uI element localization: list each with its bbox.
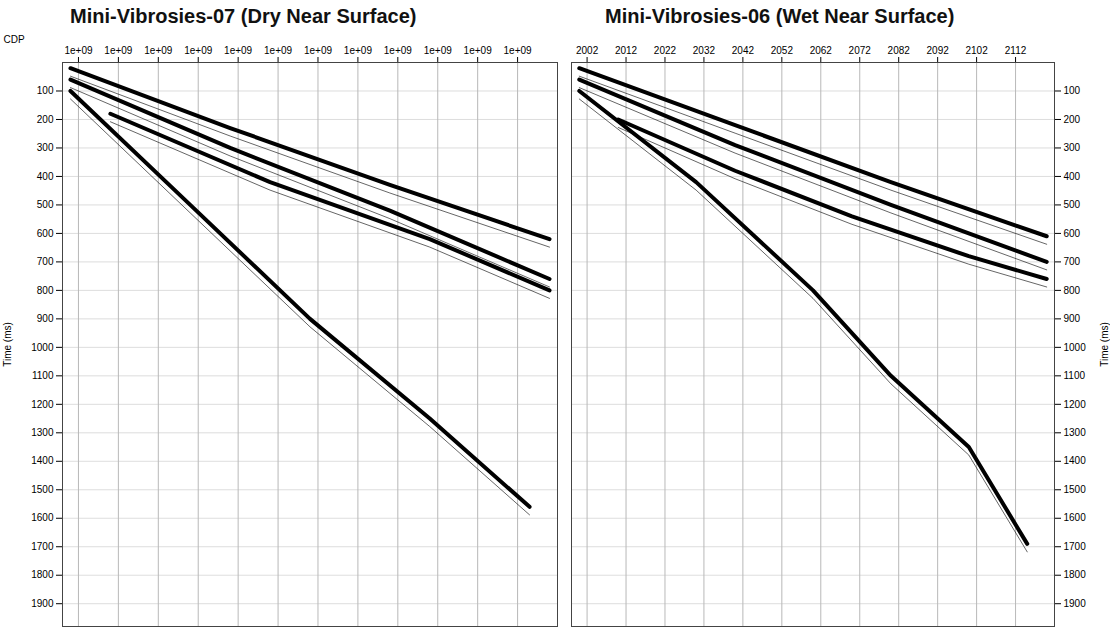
svg-text:1e+09: 1e+09 xyxy=(424,45,453,56)
svg-text:1200: 1200 xyxy=(1064,399,1087,410)
html-text:Mini-Vibrosies-07 (Dry Near Su: Mini-Vibrosies-07 (Dry Near Surface) xyxy=(70,5,417,27)
svg-text:2072: 2072 xyxy=(849,45,872,56)
svg-text:2112: 2112 xyxy=(1005,45,1027,56)
svg-text:2042: 2042 xyxy=(732,45,755,56)
svg-text:1e+09: 1e+09 xyxy=(224,45,253,56)
svg-text:1100: 1100 xyxy=(1064,370,1086,381)
svg-text:1e+09: 1e+09 xyxy=(344,45,373,56)
svg-text:600: 600 xyxy=(1064,228,1081,239)
svg-text:900: 900 xyxy=(1064,313,1081,324)
svg-text:200: 200 xyxy=(37,114,54,125)
svg-text:2102: 2102 xyxy=(965,45,988,56)
svg-text:1200: 1200 xyxy=(31,399,54,410)
html-text:Mini-Vibrosies-06 (Wet Near Su: Mini-Vibrosies-06 (Wet Near Surface) xyxy=(605,5,955,27)
svg-text:400: 400 xyxy=(37,171,54,182)
svg-text:1e+09: 1e+09 xyxy=(264,45,293,56)
svg-text:600: 600 xyxy=(37,228,54,239)
svg-text:100: 100 xyxy=(1064,85,1081,96)
svg-text:900: 900 xyxy=(37,313,54,324)
svg-text:2092: 2092 xyxy=(927,45,950,56)
svg-text:1e+09: 1e+09 xyxy=(464,45,493,56)
svg-text:1000: 1000 xyxy=(1064,342,1087,353)
svg-text:700: 700 xyxy=(1064,256,1081,267)
svg-text:1e+09: 1e+09 xyxy=(184,45,213,56)
svg-text:1e+09: 1e+09 xyxy=(104,45,133,56)
svg-text:1e+09: 1e+09 xyxy=(504,45,533,56)
svg-text:100: 100 xyxy=(37,85,54,96)
svg-text:CDP: CDP xyxy=(4,34,25,45)
svg-text:400: 400 xyxy=(1064,171,1081,182)
svg-text:1800: 1800 xyxy=(1064,569,1087,580)
svg-text:500: 500 xyxy=(37,199,54,210)
svg-text:2032: 2032 xyxy=(693,45,716,56)
svg-text:1e+09: 1e+09 xyxy=(64,45,93,56)
svg-text:1300: 1300 xyxy=(31,427,54,438)
svg-text:2052: 2052 xyxy=(771,45,794,56)
svg-text:1700: 1700 xyxy=(1064,541,1087,552)
svg-text:2012: 2012 xyxy=(615,45,638,56)
svg-text:1e+09: 1e+09 xyxy=(384,45,413,56)
svg-text:2022: 2022 xyxy=(654,45,677,56)
svg-text:1400: 1400 xyxy=(1064,455,1087,466)
svg-text:800: 800 xyxy=(37,285,54,296)
svg-text:300: 300 xyxy=(1064,142,1081,153)
svg-text:1300: 1300 xyxy=(1064,427,1087,438)
svg-text:2062: 2062 xyxy=(810,45,833,56)
svg-text:300: 300 xyxy=(37,142,54,153)
svg-text:Time (ms): Time (ms) xyxy=(2,322,13,367)
svg-text:1e+09: 1e+09 xyxy=(144,45,173,56)
svg-text:Time (ms): Time (ms) xyxy=(1099,322,1110,367)
svg-text:1600: 1600 xyxy=(1064,512,1087,523)
svg-text:2002: 2002 xyxy=(576,45,599,56)
svg-text:1800: 1800 xyxy=(31,569,54,580)
svg-text:1900: 1900 xyxy=(31,598,54,609)
svg-text:2082: 2082 xyxy=(888,45,911,56)
svg-text:1700: 1700 xyxy=(31,541,54,552)
svg-text:1400: 1400 xyxy=(31,455,54,466)
svg-text:1100: 1100 xyxy=(32,370,54,381)
svg-text:1500: 1500 xyxy=(1064,484,1087,495)
svg-text:1600: 1600 xyxy=(31,512,54,523)
svg-text:1500: 1500 xyxy=(31,484,54,495)
svg-text:700: 700 xyxy=(37,256,54,267)
svg-text:200: 200 xyxy=(1064,114,1081,125)
svg-text:1e+09: 1e+09 xyxy=(304,45,333,56)
svg-text:500: 500 xyxy=(1064,199,1081,210)
svg-text:1900: 1900 xyxy=(1064,598,1087,609)
svg-text:800: 800 xyxy=(1064,285,1081,296)
svg-text:1000: 1000 xyxy=(31,342,54,353)
